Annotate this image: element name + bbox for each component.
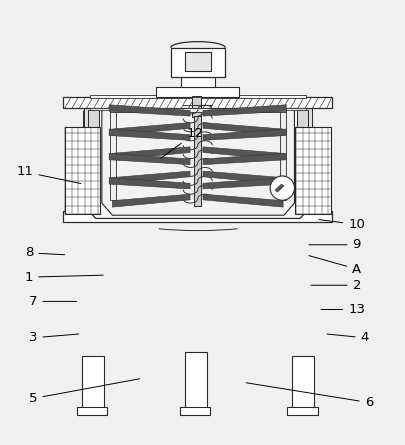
Polygon shape bbox=[112, 122, 190, 136]
Text: 4: 4 bbox=[326, 332, 368, 344]
Bar bbox=[110, 111, 116, 200]
Text: 8: 8 bbox=[25, 247, 64, 259]
Bar bbox=[64, 127, 100, 214]
Polygon shape bbox=[202, 129, 286, 140]
Circle shape bbox=[269, 176, 294, 200]
Bar bbox=[294, 127, 330, 214]
Text: A: A bbox=[308, 255, 360, 275]
Polygon shape bbox=[83, 105, 311, 218]
Text: 12: 12 bbox=[160, 127, 203, 158]
Polygon shape bbox=[112, 194, 190, 207]
Bar bbox=[170, 48, 225, 77]
Polygon shape bbox=[202, 154, 286, 165]
Polygon shape bbox=[109, 129, 190, 140]
Bar bbox=[193, 117, 200, 206]
Bar bbox=[304, 105, 311, 205]
Text: 11: 11 bbox=[17, 166, 81, 183]
Text: 3: 3 bbox=[29, 332, 79, 344]
Bar bbox=[81, 205, 313, 211]
Polygon shape bbox=[202, 194, 282, 207]
Text: 2: 2 bbox=[310, 279, 360, 292]
Polygon shape bbox=[202, 105, 286, 116]
Polygon shape bbox=[109, 105, 190, 116]
Polygon shape bbox=[202, 171, 282, 184]
Bar bbox=[90, 95, 305, 98]
Bar bbox=[184, 52, 211, 71]
Polygon shape bbox=[274, 184, 283, 192]
Polygon shape bbox=[109, 178, 190, 189]
Bar bbox=[77, 408, 107, 415]
Bar bbox=[192, 96, 201, 117]
Polygon shape bbox=[102, 109, 294, 215]
Text: 7: 7 bbox=[29, 295, 77, 308]
Polygon shape bbox=[202, 122, 282, 136]
Text: 6: 6 bbox=[245, 383, 372, 409]
Polygon shape bbox=[202, 178, 286, 189]
Text: 9: 9 bbox=[308, 238, 360, 251]
Bar bbox=[279, 111, 286, 200]
Bar bbox=[63, 97, 332, 109]
Text: 5: 5 bbox=[29, 379, 139, 405]
Text: 13: 13 bbox=[320, 303, 364, 316]
Polygon shape bbox=[109, 154, 190, 165]
Text: 10: 10 bbox=[318, 218, 364, 231]
Bar bbox=[179, 408, 210, 415]
Bar bbox=[81, 356, 104, 409]
Bar bbox=[286, 408, 317, 415]
Polygon shape bbox=[112, 147, 190, 160]
Text: 1: 1 bbox=[25, 271, 103, 283]
Polygon shape bbox=[112, 171, 190, 184]
Bar bbox=[291, 356, 313, 409]
Bar bbox=[90, 108, 305, 110]
Bar bbox=[83, 105, 91, 205]
Bar bbox=[110, 108, 286, 112]
Bar bbox=[63, 211, 332, 222]
Bar bbox=[156, 87, 239, 97]
Bar bbox=[296, 110, 307, 205]
Polygon shape bbox=[202, 147, 282, 160]
Bar bbox=[184, 352, 207, 409]
Bar bbox=[180, 77, 215, 87]
Bar bbox=[87, 110, 99, 205]
